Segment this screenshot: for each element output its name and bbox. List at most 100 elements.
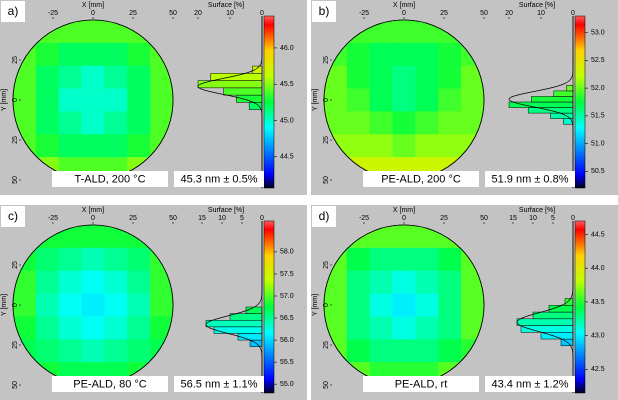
wafer-cell — [415, 134, 439, 158]
histogram-bar — [237, 333, 263, 341]
y-tick-label: 0 — [323, 303, 330, 307]
panel: X [mm] -25 0 25 50 Y [mm] 25 0 25 50 Surface [%] 20… — [311, 0, 618, 195]
x-tick-label: 25 — [440, 215, 448, 222]
wafer-cell — [104, 293, 128, 317]
wafer-cell — [392, 111, 416, 135]
wafer-cell — [346, 88, 371, 112]
wafer-cell — [415, 270, 439, 294]
wafer-cell — [415, 247, 439, 272]
wafer-cell — [35, 339, 60, 363]
y-tick-label: 25 — [323, 341, 330, 349]
wafer-map — [13, 225, 173, 385]
wafer-cell — [81, 88, 105, 112]
wafer-cell — [35, 42, 60, 67]
colorbar-tick-label: 58.0 — [280, 249, 294, 256]
condition: PE-ALD, 80 °C — [73, 378, 147, 390]
wafer-cell — [438, 111, 462, 135]
wafer-map — [324, 20, 484, 180]
wafer-cell — [58, 225, 82, 249]
wafer-cell — [346, 293, 371, 317]
histogram-bar — [531, 96, 574, 103]
wafer-cell — [81, 225, 105, 249]
wafer-cell — [81, 247, 105, 272]
condition: PE-ALD, rt — [395, 378, 448, 390]
wafer-cell — [392, 20, 416, 44]
wafer-cell — [81, 20, 105, 44]
wafer-cell — [104, 247, 128, 272]
wafer-cell — [150, 88, 173, 112]
x-axis-title: X [mm] — [82, 2, 104, 9]
y-axis-title: Y [mm] — [312, 294, 319, 316]
colorbar-tick-label: 57.5 — [280, 271, 294, 278]
wafer-cell — [461, 65, 484, 89]
colorbar-tick-label: 52.5 — [591, 57, 605, 64]
wafer-cell — [392, 134, 416, 158]
surface-tick-label: 20 — [505, 10, 513, 17]
surface-tick-label: 15 — [198, 215, 206, 222]
wafer-cell — [415, 65, 439, 89]
wafer-cell — [127, 339, 151, 363]
wafer-cell — [127, 293, 151, 317]
y-tick-label: 25 — [323, 261, 330, 269]
wafer-cell — [369, 225, 393, 249]
wafer-cell — [58, 42, 82, 67]
histogram-bar — [252, 65, 263, 74]
x-tick-label: -25 — [359, 10, 369, 17]
surface-tick-label: 10 — [537, 10, 545, 17]
wafer-cell — [104, 339, 128, 363]
colorbar-tick-label: 50.5 — [591, 168, 605, 175]
wafer-cell — [346, 42, 371, 67]
surface-axis-title: Surface [%] — [208, 207, 244, 214]
wafer-cell — [392, 225, 416, 249]
wafer-cell — [13, 88, 37, 112]
colorbar-tick-label: 52.0 — [591, 85, 605, 92]
colorbar-tick-label: 45.0 — [280, 117, 294, 124]
panel: X [mm] -25 0 25 50 Y [mm] 25 0 25 50 Surface [%] 20… — [0, 0, 307, 195]
surface-tick-label: 10 — [226, 10, 234, 17]
wafer-cell — [438, 270, 462, 294]
y-tick-label: 50 — [12, 176, 19, 184]
result: 43.4 nm ± 1.2% — [492, 378, 569, 390]
wafer-cell — [104, 111, 128, 135]
wafer-cell — [81, 42, 105, 67]
wafer-cell — [346, 111, 371, 135]
wafer-cell — [104, 270, 128, 294]
wafer-cell — [438, 316, 462, 340]
x-tick-label: 25 — [129, 215, 137, 222]
x-tick-label: 50 — [169, 215, 177, 222]
y-axis-title: Y [mm] — [1, 89, 8, 111]
wafer-cell — [415, 339, 439, 363]
colorbar — [263, 15, 275, 189]
wafer-cell — [415, 42, 439, 67]
colorbar-tick-label: 44.5 — [591, 231, 605, 238]
wafer-cell — [127, 42, 151, 67]
wafer-cell — [392, 65, 416, 89]
wafer-cell — [369, 270, 393, 294]
wafer-cell — [35, 111, 60, 135]
colorbar-tick-label: 44.5 — [280, 154, 294, 161]
y-tick-label: 25 — [12, 56, 19, 64]
histogram-bar — [213, 326, 263, 334]
panel-label: d) — [319, 209, 330, 223]
y-tick-label: 50 — [12, 381, 19, 389]
histogram-bar — [566, 85, 574, 92]
panel-label: c) — [8, 209, 18, 223]
surface-axis-title: Surface [%] — [519, 2, 555, 9]
histogram-bar — [245, 306, 263, 314]
wafer-cell — [392, 270, 416, 294]
wafer-cell — [81, 316, 105, 340]
surface-tick-label: 15 — [509, 215, 517, 222]
surface-tick-label: 0 — [571, 215, 575, 222]
wafer-cell — [58, 293, 82, 317]
wafer-cell — [35, 293, 60, 317]
y-tick-label: 0 — [323, 98, 330, 102]
x-tick-label: 0 — [91, 215, 95, 222]
colorbar-tick-label: 51.5 — [591, 113, 605, 120]
wafer-cell — [81, 65, 105, 89]
colorbar-tick-label: 42.5 — [591, 366, 605, 373]
histogram-bar — [564, 298, 574, 306]
wafer-cell — [104, 316, 128, 340]
wafer-cell — [13, 65, 37, 89]
